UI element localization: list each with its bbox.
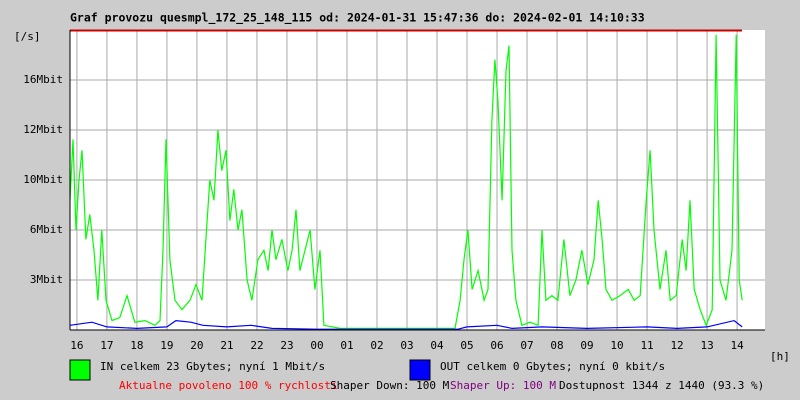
x-tick-label: 03: [400, 339, 413, 352]
x-tick-label: 18: [130, 339, 143, 352]
x-tick-label: 16: [70, 339, 83, 352]
legend-label: IN celkem 23 Gbytes; nyní 1 Mbit/s: [100, 360, 325, 373]
x-tick-label: 11: [640, 339, 653, 352]
x-tick-label: 02: [370, 339, 383, 352]
availability: Dostupnost 1344 z 1440 (93.3 %): [559, 379, 764, 392]
shaper-up: Shaper Up: 100 M: [450, 379, 556, 392]
x-tick-label: 21: [220, 339, 233, 352]
y-tick-label: 12Mbit: [23, 123, 63, 136]
grid: [70, 30, 765, 330]
x-tick-label: 09: [580, 339, 593, 352]
shaper-down: Shaper Down: 100 M: [330, 379, 450, 392]
marks: [69, 34, 743, 330]
series-line: [69, 34, 743, 329]
y-axis-label: [/s]: [14, 30, 41, 43]
x-tick-label: 23: [280, 339, 293, 352]
y-tick-label: 6Mbit: [30, 223, 63, 236]
x-tick-label: 00: [310, 339, 323, 352]
y-tick-label: 10Mbit: [23, 173, 63, 186]
x-tick-label: 08: [550, 339, 563, 352]
x-tick-label: 01: [340, 339, 353, 352]
x-tick-label: 04: [430, 339, 444, 352]
x-tick-label: 07: [520, 339, 533, 352]
x-tick-label: 05: [460, 339, 473, 352]
series-line: [69, 319, 743, 330]
y-tick-label: 16Mbit: [23, 73, 63, 86]
x-tick-label: 14: [730, 339, 744, 352]
x-tick-label: 10: [610, 339, 623, 352]
x-tick-label: 19: [160, 339, 173, 352]
x-tick-label: 22: [250, 339, 263, 352]
legend-swatch: [409, 359, 431, 381]
x-tick-label: 20: [190, 339, 203, 352]
x-tick-label: 13: [700, 339, 713, 352]
x-tick-label: 17: [100, 339, 113, 352]
x-axis-label: [h]: [770, 350, 790, 363]
legend-label: OUT celkem 0 Gbytes; nyní 0 kbit/s: [440, 360, 665, 373]
x-tick-label: 12: [670, 339, 683, 352]
legend-swatch: [69, 359, 91, 381]
chart-title: Graf provozu quesmpl_172_25_148_115 od: …: [70, 11, 645, 26]
x-tick-label: 06: [490, 339, 503, 352]
speed-info: Aktualne povoleno 100 % rychlosti: [119, 379, 338, 392]
y-tick-label: 3Mbit: [30, 273, 63, 286]
